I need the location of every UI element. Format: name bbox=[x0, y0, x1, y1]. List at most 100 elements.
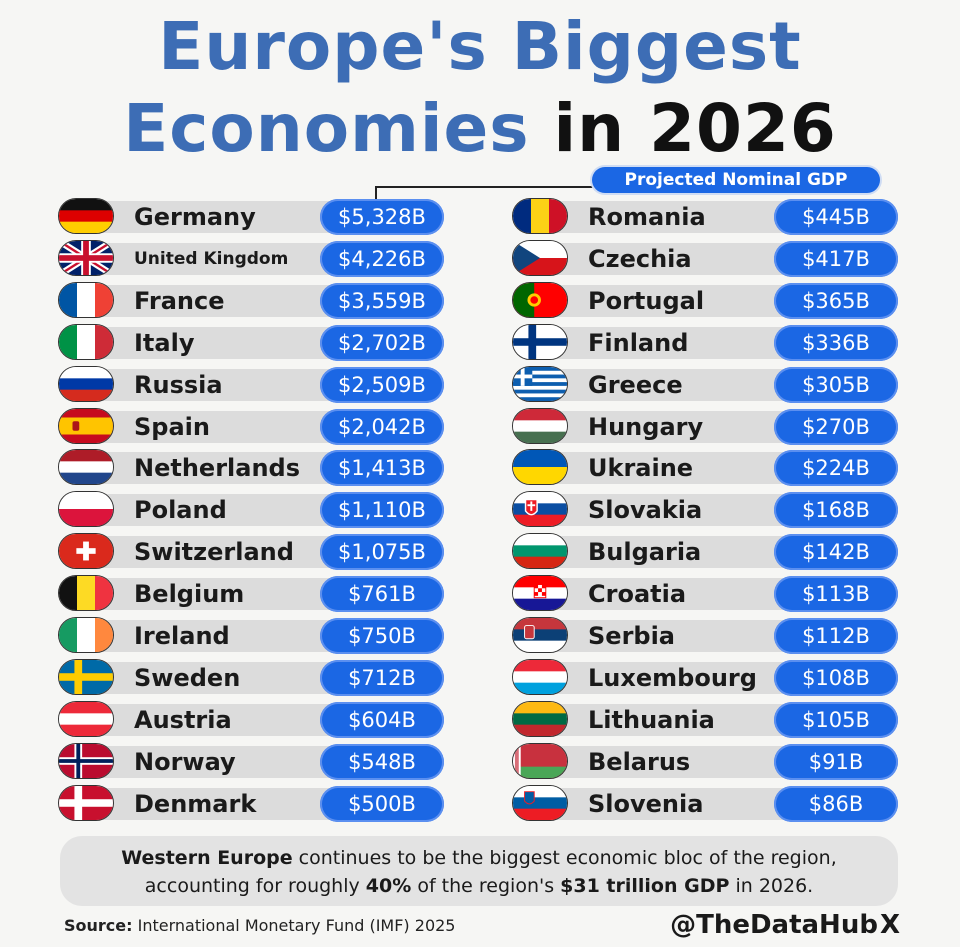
country-name: Romania bbox=[588, 203, 706, 231]
country-row: Poland $1,110B bbox=[58, 491, 444, 529]
uk-flag-icon bbox=[58, 239, 114, 276]
country-name: France bbox=[134, 286, 225, 315]
hungary-flag-icon bbox=[512, 407, 568, 444]
gdp-value-pill: $3,559B bbox=[320, 282, 444, 319]
country-name: Hungary bbox=[588, 412, 704, 441]
country-name: Russia bbox=[134, 370, 223, 399]
finland-flag-icon bbox=[512, 323, 568, 360]
denmark-flag-icon bbox=[58, 784, 114, 821]
country-name: Lithuania bbox=[588, 705, 715, 734]
country-name: Portugal bbox=[588, 286, 705, 315]
gdp-value-pill: $113B bbox=[774, 576, 898, 613]
gdp-value-pill: $445B bbox=[774, 199, 898, 235]
gdp-value-pill: $712B bbox=[320, 659, 444, 696]
austria-flag-icon bbox=[58, 700, 114, 737]
country-name: Croatia bbox=[588, 580, 687, 609]
netherlands-flag-icon bbox=[58, 449, 114, 486]
title-line-2-blue: Economies bbox=[123, 90, 530, 167]
country-row: Denmark $500B bbox=[58, 784, 444, 823]
country-row: Slovenia $86B bbox=[512, 784, 898, 823]
footnote-line-2: accounting for roughly 40% of the region… bbox=[60, 872, 898, 900]
country-name: United Kingdom bbox=[134, 248, 289, 269]
gdp-value-pill: $761B bbox=[320, 576, 444, 613]
gdp-value-pill: $500B bbox=[320, 785, 444, 822]
gdp-value-pill: $4,226B bbox=[320, 240, 444, 277]
lithuania-flag-icon bbox=[512, 700, 568, 737]
gdp-value-pill: $108B bbox=[774, 659, 898, 696]
spain-flag-icon bbox=[58, 407, 114, 444]
country-row: Russia $2,509B bbox=[58, 365, 444, 404]
country-name: Denmark bbox=[134, 789, 257, 818]
gdp-value-pill: $365B bbox=[774, 282, 898, 319]
country-name: Netherlands bbox=[134, 454, 301, 483]
footnote-text-2: accounting for roughly bbox=[144, 875, 366, 897]
country-row: Germany $5,328B bbox=[58, 198, 444, 236]
czechia-flag-icon bbox=[512, 239, 568, 276]
country-row: United Kingdom $4,226B bbox=[58, 239, 444, 278]
croatia-flag-icon bbox=[512, 575, 568, 612]
gdp-value-pill: $91B bbox=[774, 743, 898, 780]
luxembourg-flag-icon bbox=[512, 658, 568, 695]
country-row: Ukraine $224B bbox=[512, 449, 898, 487]
country-name: Ukraine bbox=[588, 454, 694, 483]
gdp-value-pill: $2,509B bbox=[320, 366, 444, 403]
country-name: Belarus bbox=[588, 747, 691, 776]
country-name: Belgium bbox=[134, 580, 245, 609]
country-row: Norway $548B bbox=[58, 742, 444, 781]
subtitle-connector bbox=[375, 186, 597, 204]
country-row: Finland $336B bbox=[512, 323, 898, 362]
footnote-text-3: of the region's bbox=[411, 875, 561, 897]
country-row: Portugal $365B bbox=[512, 281, 898, 320]
country-name: Czechia bbox=[588, 244, 692, 273]
romania-flag-icon bbox=[512, 198, 568, 234]
gdp-value-pill: $1,110B bbox=[320, 492, 444, 529]
country-row: Italy $2,702B bbox=[58, 323, 444, 362]
country-row: Croatia $113B bbox=[512, 575, 898, 613]
subtitle-pill: Projected Nominal GDP bbox=[592, 167, 880, 193]
title-line-2-dark: in 2026 bbox=[553, 90, 837, 167]
country-name: Poland bbox=[134, 496, 227, 525]
footnote-text-4: in 2026. bbox=[729, 875, 814, 897]
gdp-value-pill: $1,075B bbox=[320, 534, 444, 571]
country-name: Austria bbox=[134, 705, 232, 734]
country-row: Austria $604B bbox=[58, 700, 444, 739]
country-row: Switzerland $1,075B bbox=[58, 533, 444, 571]
country-row: Slovakia $168B bbox=[512, 491, 898, 529]
title-line-1: Europe's Biggest bbox=[158, 8, 802, 85]
ireland-flag-icon bbox=[58, 617, 114, 653]
country-name: Switzerland bbox=[134, 538, 294, 567]
country-row: Belgium $761B bbox=[58, 575, 444, 613]
gdp-value-pill: $604B bbox=[320, 701, 444, 738]
belgium-flag-icon bbox=[58, 575, 114, 612]
france-flag-icon bbox=[58, 281, 114, 318]
country-row: France $3,559B bbox=[58, 281, 444, 320]
poland-flag-icon bbox=[58, 491, 114, 528]
gdp-value-pill: $112B bbox=[774, 618, 898, 654]
switzerland-flag-icon bbox=[58, 533, 114, 570]
country-row: Hungary $270B bbox=[512, 407, 898, 446]
country-name: Spain bbox=[134, 412, 210, 441]
country-row: Sweden $712B bbox=[58, 658, 444, 697]
source-label: Source: bbox=[64, 916, 133, 935]
portugal-flag-icon bbox=[512, 281, 568, 318]
country-row: Greece $305B bbox=[512, 365, 898, 404]
handle-text: @TheDataHub bbox=[670, 910, 878, 940]
gdp-value-pill: $2,702B bbox=[320, 324, 444, 361]
gdp-value-pill: $168B bbox=[774, 492, 898, 529]
slovakia-flag-icon bbox=[512, 491, 568, 528]
gdp-value-pill: $2,042B bbox=[320, 408, 444, 445]
belarus-flag-icon bbox=[512, 742, 568, 779]
country-row: Lithuania $105B bbox=[512, 700, 898, 739]
country-row: Bulgaria $142B bbox=[512, 533, 898, 571]
country-name: Italy bbox=[134, 328, 195, 357]
country-name: Bulgaria bbox=[588, 538, 702, 567]
country-row: Luxembourg $108B bbox=[512, 658, 898, 697]
gdp-value-pill: $1,413B bbox=[320, 450, 444, 487]
country-name: Luxembourg bbox=[588, 663, 757, 692]
russia-flag-icon bbox=[58, 365, 114, 402]
gdp-value-pill: $224B bbox=[774, 450, 898, 487]
country-row: Netherlands $1,413B bbox=[58, 449, 444, 487]
bulgaria-flag-icon bbox=[512, 533, 568, 570]
ukraine-flag-icon bbox=[512, 449, 568, 486]
country-name: Sweden bbox=[134, 663, 241, 692]
